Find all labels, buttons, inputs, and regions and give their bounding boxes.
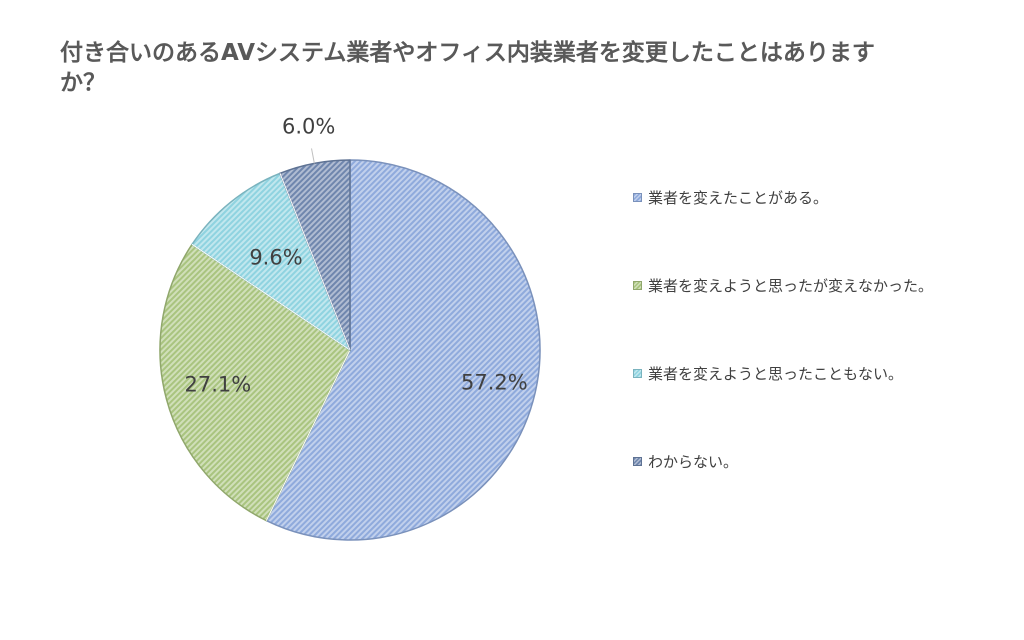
pie-slice bbox=[159, 243, 351, 522]
legend-swatch bbox=[633, 456, 642, 466]
slice-separator bbox=[279, 173, 351, 351]
data-label: 6.0% bbox=[282, 115, 335, 139]
slice-separator bbox=[265, 349, 351, 521]
legend-label: わからない。 bbox=[648, 452, 739, 471]
legend-swatch bbox=[633, 192, 642, 202]
legend-item: わからない。 bbox=[633, 449, 738, 473]
chart-title: 付き合いのあるAVシステム業者やオフィス内装業者を変更したことはありますか？ bbox=[60, 40, 875, 96]
legend-label: 業者を変えようと思ったが変えなかった。 bbox=[648, 276, 934, 295]
legend-swatch bbox=[633, 280, 642, 290]
data-label: 57.2% bbox=[461, 370, 528, 394]
legend-item: 業者を変えたことがある。 bbox=[633, 185, 828, 209]
leader-line bbox=[311, 148, 315, 164]
legend-label: 業者を変えようと思ったこともない。 bbox=[648, 364, 904, 383]
legend-swatch bbox=[633, 368, 642, 378]
pie-slice bbox=[265, 159, 541, 541]
legend-item: 業者を変えようと思ったこともない。 bbox=[633, 361, 903, 385]
pie-slice bbox=[191, 172, 351, 351]
legend-label: 業者を変えたことがある。 bbox=[648, 188, 829, 207]
data-label: 9.6% bbox=[249, 245, 302, 269]
data-label: 27.1% bbox=[185, 373, 252, 397]
legend-item: 業者を変えようと思ったが変えなかった。 bbox=[633, 273, 933, 297]
slice-separator bbox=[191, 243, 351, 351]
